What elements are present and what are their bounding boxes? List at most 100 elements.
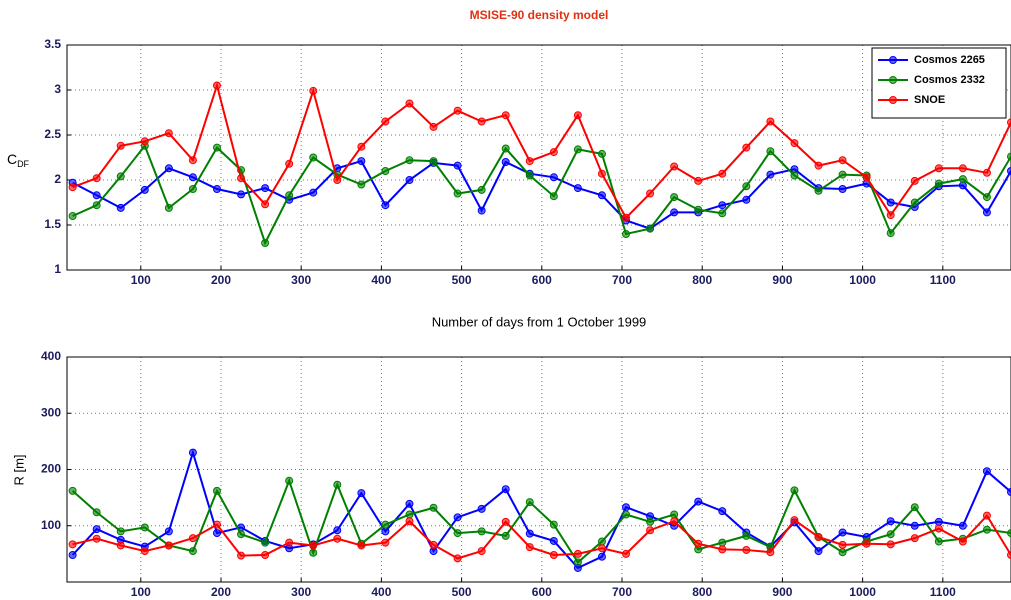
data-point (285, 476, 294, 485)
data-point (525, 157, 534, 166)
data-point (405, 517, 414, 526)
data-point (718, 538, 727, 547)
data-point (814, 533, 823, 541)
legend-label: Cosmos 2265 (914, 54, 985, 66)
data-point (68, 486, 77, 495)
data-point (164, 541, 173, 550)
data-point (68, 551, 77, 559)
data-point (742, 545, 751, 554)
data-point (333, 526, 342, 535)
data-point (958, 521, 967, 530)
data-point (549, 173, 558, 182)
data-point (766, 170, 775, 179)
legend-label: Cosmos 2332 (914, 74, 985, 86)
data-point (453, 161, 462, 170)
data-point (501, 531, 510, 540)
data-point (694, 539, 703, 548)
data-point (285, 191, 294, 200)
data-point (261, 200, 270, 209)
data-point (525, 543, 534, 552)
data-point (309, 188, 318, 197)
data-point (934, 524, 943, 533)
data-point (381, 520, 390, 529)
chart-title: MSISE-90 density model (470, 8, 609, 22)
data-point (742, 195, 751, 204)
data-point (886, 229, 895, 238)
data-point (140, 547, 149, 556)
y-axis-label-main: C (7, 151, 17, 167)
data-point (405, 156, 414, 165)
data-point (934, 164, 943, 173)
data-point (237, 530, 246, 539)
x-axis-label: Number of days from 1 October 1999 (432, 314, 647, 329)
data-point (453, 189, 462, 198)
data-point (622, 230, 631, 238)
series-group (68, 81, 1011, 247)
data-point (958, 164, 967, 173)
data-point (212, 185, 221, 193)
data-point (1007, 551, 1011, 559)
data-point (140, 185, 149, 194)
data-point (718, 209, 727, 218)
data-point (405, 99, 414, 108)
y-tick-label: 1.5 (44, 217, 61, 231)
data-point (742, 143, 751, 152)
data-point (92, 534, 101, 543)
data-point (982, 193, 991, 202)
x-tick-label: 400 (371, 273, 391, 287)
legend-marker (889, 96, 897, 104)
data-point (309, 541, 318, 550)
data-point (670, 208, 679, 217)
data-point (501, 158, 510, 166)
x-tick-label: 400 (371, 585, 391, 599)
data-point (573, 558, 582, 567)
data-point (68, 183, 77, 192)
data-point (188, 448, 197, 457)
x-tick-label: 1000 (849, 273, 876, 287)
data-point (429, 122, 438, 131)
data-point (910, 176, 919, 185)
data-point (429, 540, 438, 549)
x-tick-label: 700 (612, 585, 632, 599)
data-point (549, 520, 558, 529)
data-point (1007, 152, 1011, 161)
data-point (381, 538, 390, 547)
data-point (501, 485, 510, 494)
data-point (934, 179, 943, 188)
x-tick-label: 300 (291, 273, 311, 287)
data-point (958, 537, 967, 546)
data-point (549, 536, 558, 545)
y-tick-label: 2 (54, 172, 61, 186)
data-point (838, 185, 847, 193)
data-point (573, 549, 582, 558)
legend-label: SNOE (914, 94, 945, 106)
plot-frame (66, 356, 1011, 583)
data-point (309, 86, 318, 95)
data-point (838, 528, 847, 537)
data-point (237, 174, 246, 183)
data-point (140, 137, 149, 146)
data-point (68, 212, 77, 220)
data-point (597, 149, 606, 158)
data-point (92, 201, 101, 210)
data-point (357, 157, 366, 166)
data-point (549, 551, 558, 559)
data-point (309, 153, 318, 162)
data-point (237, 190, 246, 199)
data-point (622, 213, 631, 222)
x-tick-label: 700 (612, 273, 632, 287)
series-line (72, 81, 1011, 220)
data-point (453, 106, 462, 115)
data-point (188, 547, 197, 556)
data-point (116, 203, 125, 212)
data-point (429, 503, 438, 512)
data-point (92, 508, 101, 517)
data-point (92, 191, 101, 200)
data-point (188, 156, 197, 165)
data-point (381, 201, 390, 210)
data-point (934, 517, 943, 526)
data-point (525, 498, 534, 507)
x-tick-label: 100 (131, 273, 151, 287)
data-point (237, 551, 246, 560)
data-point (790, 171, 799, 180)
